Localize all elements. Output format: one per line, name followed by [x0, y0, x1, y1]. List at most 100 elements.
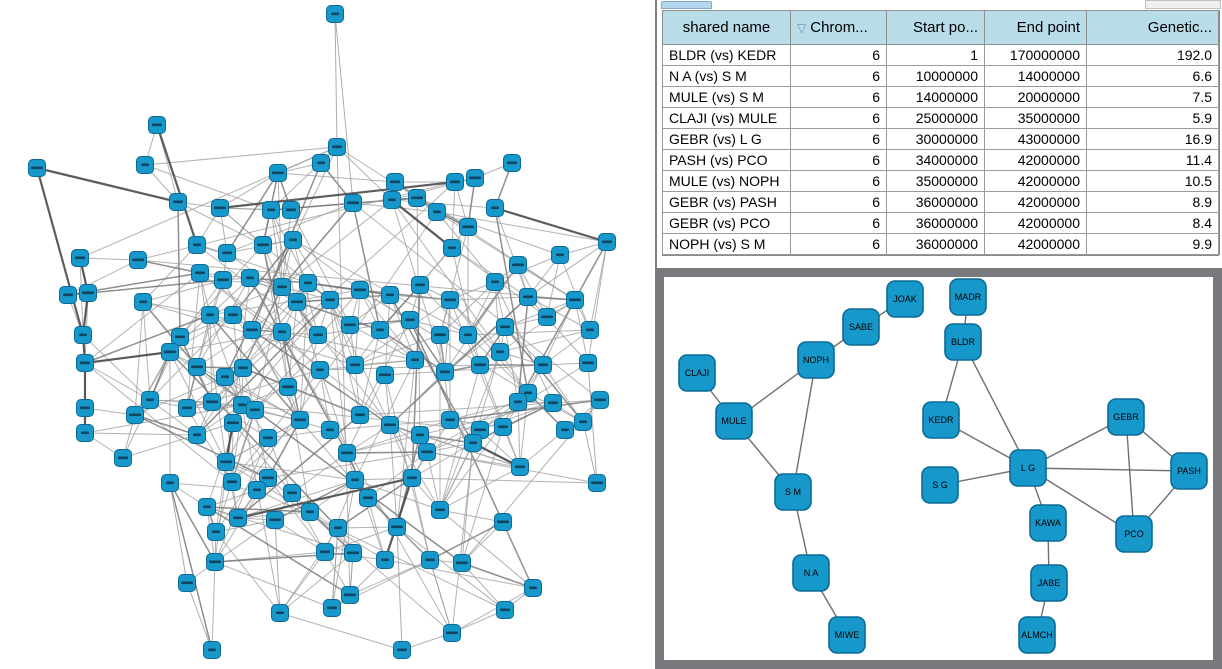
value-cell[interactable]: 42000000 — [984, 170, 1087, 192]
graph-node[interactable] — [922, 401, 960, 439]
filter-icon[interactable]: ▽ — [797, 21, 807, 35]
value-cell[interactable]: 1 — [886, 44, 985, 66]
table-row[interactable]: BLDR (vs) KEDR 6 1 170000000 192.0 — [662, 44, 1219, 66]
graph-node[interactable] — [1107, 398, 1145, 436]
value-cell[interactable]: 6 — [790, 107, 887, 129]
network-edge — [231, 419, 301, 483]
value-cell[interactable]: 7.5 — [1086, 86, 1219, 108]
value-cell[interactable]: 5.9 — [1086, 107, 1219, 129]
graph-node[interactable] — [1115, 515, 1153, 553]
value-cell[interactable]: 170000000 — [984, 44, 1087, 66]
value-cell[interactable]: 34000000 — [886, 149, 985, 171]
value-cell[interactable]: 25000000 — [886, 107, 985, 129]
value-cell[interactable]: 42000000 — [984, 149, 1087, 171]
table-row[interactable]: CLAJI (vs) MULE 6 25000000 35000000 5.9 — [662, 107, 1219, 129]
value-cell[interactable]: 6 — [790, 86, 887, 108]
graph-node[interactable] — [842, 308, 880, 346]
value-cell[interactable]: 16.9 — [1086, 128, 1219, 150]
large-network-view[interactable] — [0, 0, 655, 669]
value-cell[interactable]: 10.5 — [1086, 170, 1219, 192]
table-row[interactable]: MULE (vs) S M 6 14000000 20000000 7.5 — [662, 86, 1219, 108]
graph-node-label — [152, 123, 162, 127]
graph-node-label — [250, 408, 260, 412]
shared-name-cell[interactable]: GEBR (vs) L G — [662, 128, 791, 150]
graph-node-label — [434, 333, 446, 337]
graph-node[interactable] — [1030, 564, 1068, 602]
shared-name-cell[interactable]: MULE (vs) NOPH — [662, 170, 791, 192]
graph-node[interactable] — [792, 554, 830, 592]
column-header-start-position[interactable]: Start po... — [886, 10, 985, 45]
graph-node-label — [277, 285, 287, 289]
large-network-canvas[interactable] — [0, 0, 655, 669]
value-cell[interactable]: 6.6 — [1086, 65, 1219, 87]
value-cell[interactable]: 10000000 — [886, 65, 985, 87]
network-edge — [337, 526, 398, 529]
graph-node[interactable] — [886, 280, 924, 318]
shared-name-cell[interactable]: CLAJI (vs) MULE — [662, 107, 791, 129]
shared-name-cell[interactable]: GEBR (vs) PCO — [662, 212, 791, 234]
shared-name-cell[interactable]: BLDR (vs) KEDR — [662, 44, 791, 66]
value-cell[interactable]: 36000000 — [886, 191, 985, 213]
network-edge — [215, 519, 276, 533]
value-cell[interactable]: 11.4 — [1086, 149, 1219, 171]
value-cell[interactable]: 6 — [790, 149, 887, 171]
value-cell[interactable]: 20000000 — [984, 86, 1087, 108]
graph-node[interactable] — [1170, 452, 1208, 490]
column-header-chromosome[interactable]: ▽ Chrom... — [790, 10, 887, 45]
value-cell[interactable]: 14000000 — [886, 86, 985, 108]
shared-name-cell[interactable]: NOPH (vs) S M — [662, 233, 791, 255]
network-edge — [270, 209, 298, 303]
column-header-genetic[interactable]: Genetic... — [1086, 10, 1219, 45]
shared-name-cell[interactable]: N A (vs) S M — [662, 65, 791, 87]
value-cell[interactable]: 43000000 — [984, 128, 1087, 150]
scrollbar-corner[interactable] — [1145, 0, 1221, 9]
table-row[interactable]: N A (vs) S M 6 10000000 14000000 6.6 — [662, 65, 1219, 87]
table-row[interactable]: GEBR (vs) PCO 6 36000000 42000000 8.4 — [662, 212, 1219, 234]
value-cell[interactable]: 192.0 — [1086, 44, 1219, 66]
graph-node[interactable] — [1009, 449, 1047, 487]
graph-node[interactable] — [1029, 504, 1067, 542]
value-cell[interactable]: 36000000 — [886, 212, 985, 234]
value-cell[interactable]: 6 — [790, 65, 887, 87]
shared-name-cell[interactable]: GEBR (vs) PASH — [662, 191, 791, 213]
value-cell[interactable]: 6 — [790, 170, 887, 192]
value-cell[interactable]: 8.9 — [1086, 191, 1219, 213]
value-cell[interactable]: 30000000 — [886, 128, 985, 150]
table-row[interactable]: GEBR (vs) PASH 6 36000000 42000000 8.9 — [662, 191, 1219, 213]
table-row[interactable]: PASH (vs) PCO 6 34000000 42000000 11.4 — [662, 149, 1219, 171]
shared-name-cell[interactable]: PASH (vs) PCO — [662, 149, 791, 171]
table-row[interactable]: GEBR (vs) L G 6 30000000 43000000 16.9 — [662, 128, 1219, 150]
value-cell[interactable]: 35000000 — [984, 107, 1087, 129]
value-cell[interactable]: 14000000 — [984, 65, 1087, 87]
value-cell[interactable]: 6 — [790, 191, 887, 213]
value-cell[interactable]: 6 — [790, 233, 887, 255]
value-cell[interactable]: 8.4 — [1086, 212, 1219, 234]
graph-node[interactable] — [921, 466, 959, 504]
graph-node[interactable] — [678, 354, 716, 392]
graph-node[interactable] — [1018, 616, 1056, 654]
table-tab[interactable] — [661, 1, 712, 9]
graph-node[interactable] — [774, 473, 812, 511]
column-header-shared-name[interactable]: shared name — [662, 10, 791, 45]
shared-name-cell[interactable]: MULE (vs) S M — [662, 86, 791, 108]
graph-node[interactable] — [949, 278, 987, 316]
value-cell[interactable]: 9.9 — [1086, 233, 1219, 255]
subnetwork-view[interactable]: JOAK SABE NOPH CLAJI MULE S M N A MIWE MADR BLDR K… — [655, 268, 1222, 669]
value-cell[interactable]: 36000000 — [886, 233, 985, 255]
value-cell[interactable]: 35000000 — [886, 170, 985, 192]
value-cell[interactable]: 6 — [790, 212, 887, 234]
value-cell[interactable]: 6 — [790, 128, 887, 150]
graph-node[interactable] — [797, 341, 835, 379]
graph-node[interactable] — [944, 323, 982, 361]
subnetwork-canvas[interactable]: JOAK SABE NOPH CLAJI MULE S M N A MIWE MADR BLDR K… — [664, 277, 1213, 660]
graph-node[interactable] — [828, 616, 866, 654]
column-header-end-point[interactable]: End point — [984, 10, 1087, 45]
value-cell[interactable]: 6 — [790, 44, 887, 66]
table-row[interactable]: NOPH (vs) S M 6 36000000 42000000 9.9 — [662, 233, 1219, 255]
graph-node[interactable] — [715, 402, 753, 440]
value-cell[interactable]: 42000000 — [984, 191, 1087, 213]
value-cell[interactable]: 42000000 — [984, 233, 1087, 255]
graph-node-label — [79, 333, 87, 337]
value-cell[interactable]: 42000000 — [984, 212, 1087, 234]
table-row[interactable]: MULE (vs) NOPH 6 35000000 42000000 10.5 — [662, 170, 1219, 192]
